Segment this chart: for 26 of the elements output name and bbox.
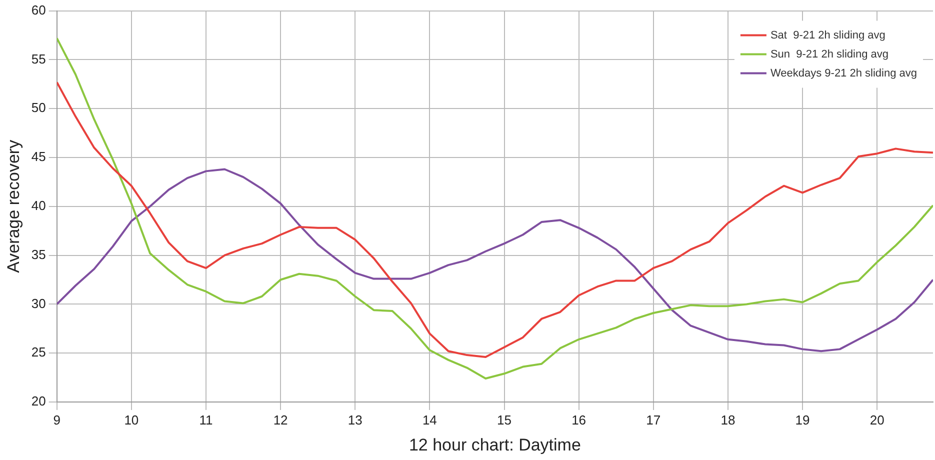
x-tick-label: 11: [199, 412, 213, 428]
x-tick-label: 16: [572, 412, 586, 428]
legend-label: Sat 9-21 2h sliding avg: [770, 29, 886, 42]
x-tick-label: 18: [720, 412, 736, 428]
y-tick-label: 60: [31, 2, 46, 18]
legend-label: Sun 9-21 2h sliding avg: [770, 48, 888, 60]
x-axis-title: 12 hour chart: Daytime: [408, 435, 581, 454]
legend-label: Weekdays 9-21 2h sliding avg: [770, 67, 918, 80]
y-tick-label: 20: [31, 394, 46, 409]
y-tick-label: 45: [31, 149, 46, 164]
y-axis-title: Average recovery: [4, 139, 23, 273]
y-tick-label: 35: [31, 246, 46, 262]
x-tick-label: 12: [273, 412, 288, 428]
y-tick-label: 55: [31, 51, 46, 66]
y-tick-label: 30: [31, 296, 46, 311]
x-tick-label: 14: [422, 412, 437, 428]
x-tick-label: 19: [795, 412, 810, 428]
x-tick-label: 9: [53, 412, 60, 428]
x-tick-label: 10: [124, 412, 139, 428]
y-tick-label: 50: [31, 100, 46, 116]
x-tick-label: 15: [497, 412, 512, 428]
y-tick-label: 25: [31, 344, 46, 360]
x-tick-label: 13: [348, 412, 362, 428]
x-tick-label: 20: [870, 412, 884, 428]
y-tick-label: 40: [31, 198, 46, 213]
x-tick-label: 17: [646, 412, 661, 428]
